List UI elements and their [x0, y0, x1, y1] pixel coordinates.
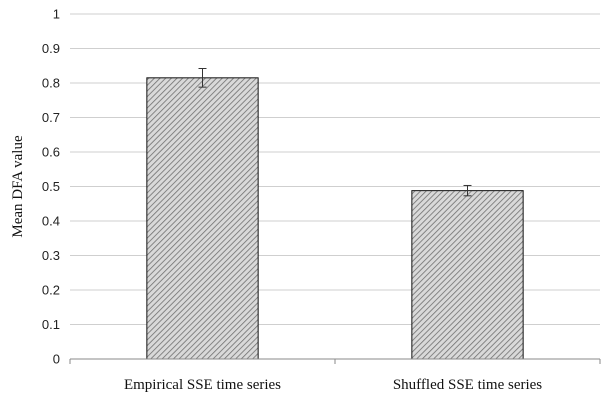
- y-tick-label: 0.8: [42, 76, 60, 91]
- bar: [411, 190, 524, 360]
- y-tick-label: 1: [53, 7, 60, 22]
- y-tick-label: 0.5: [42, 179, 60, 194]
- y-tick-label: 0.3: [42, 248, 60, 263]
- bar: [146, 77, 259, 360]
- y-tick-label: 0.1: [42, 317, 60, 332]
- y-tick-label: 0.6: [42, 145, 60, 160]
- category-labels: Empirical SSE time series Shuffled SSE ti…: [124, 377, 542, 393]
- y-tick-label: 0.7: [42, 110, 60, 125]
- x-axis-ticks: [69, 359, 601, 364]
- y-tick-label: 0.4: [42, 214, 60, 229]
- y-tick-label: 0.9: [42, 41, 60, 56]
- y-axis-title: Mean DFA value: [10, 135, 26, 238]
- category-label: Shuffled SSE time series: [393, 377, 542, 393]
- error-bars: [198, 68, 472, 197]
- category-label: Empirical SSE time series: [124, 377, 281, 393]
- y-tick-labels: 0 0.1 0.2 0.3 0.4 0.5 0.6 0.7 0.8 0.9 1: [42, 7, 60, 367]
- y-tick-label: 0.2: [42, 283, 60, 298]
- bars: [146, 77, 524, 360]
- y-tick-label: 0: [53, 352, 60, 367]
